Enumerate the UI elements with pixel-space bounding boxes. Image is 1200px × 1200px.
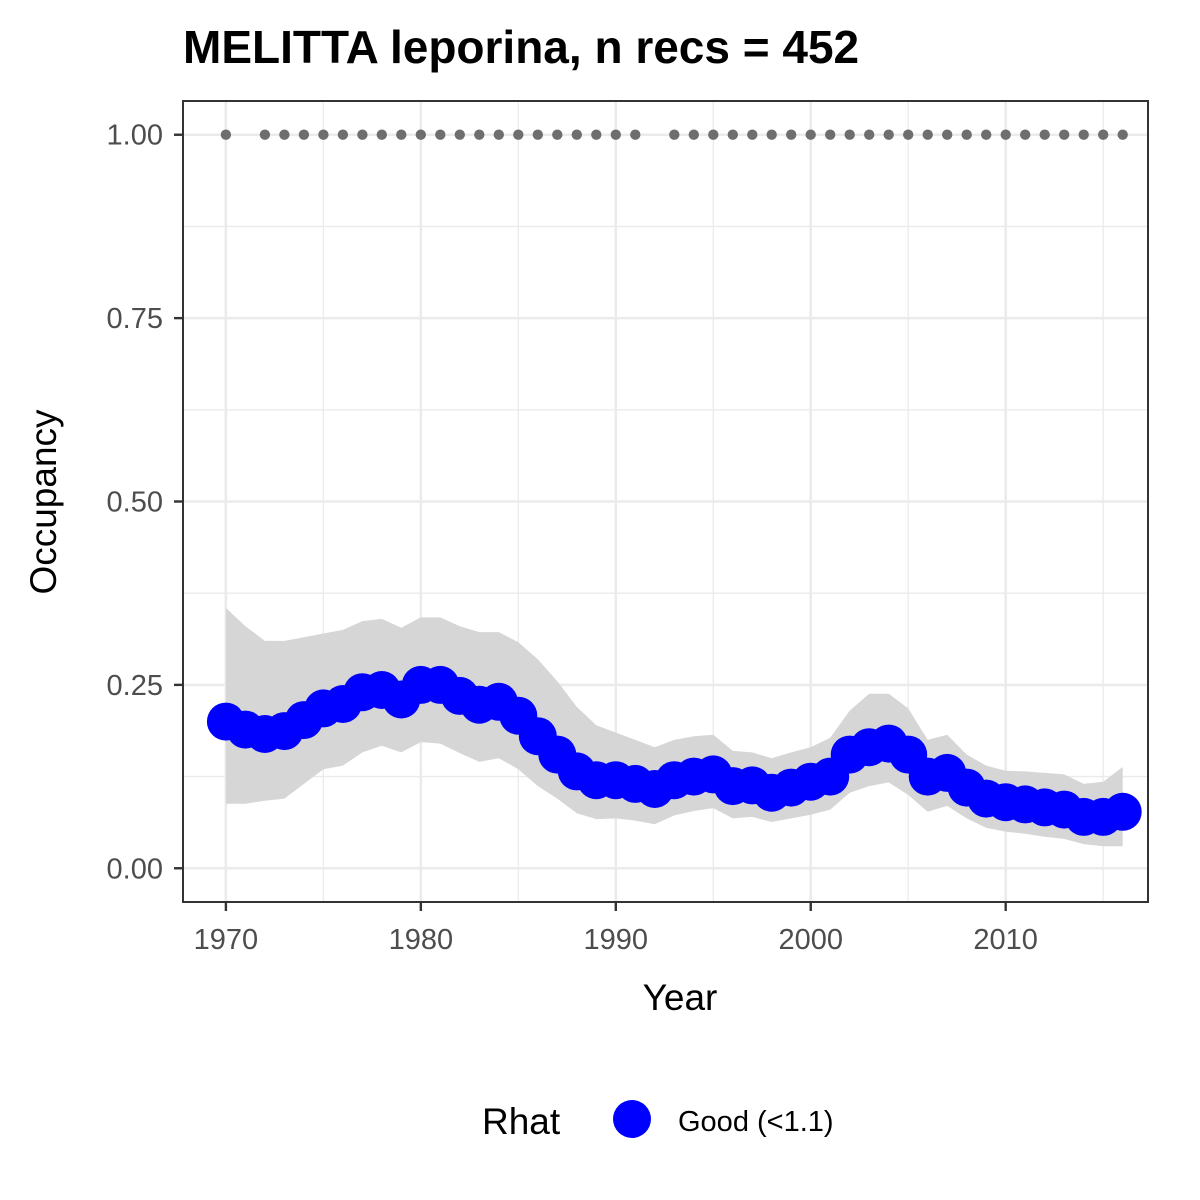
record-dot (630, 129, 641, 140)
record-dot (844, 129, 855, 140)
x-tick-label: 2000 (778, 924, 843, 956)
record-dot (532, 129, 543, 140)
x-tick-label: 2010 (973, 924, 1038, 956)
record-dot (669, 129, 680, 140)
record-dot (942, 129, 953, 140)
record-dot (1059, 129, 1070, 140)
record-dot (1078, 129, 1089, 140)
record-dot (727, 129, 738, 140)
x-axis-title: Year (643, 977, 718, 1018)
legend-label-good: Good (<1.1) (678, 1106, 834, 1138)
record-dot (474, 129, 485, 140)
x-tick-label: 1970 (194, 924, 259, 956)
record-dot (747, 129, 758, 140)
record-dot (493, 129, 504, 140)
record-dot (279, 129, 290, 140)
gridlines (183, 101, 1148, 902)
record-dot (883, 129, 894, 140)
credible-interval-ribbon (225, 607, 1123, 847)
y-tick-label: 0.25 (107, 670, 163, 702)
record-dot (415, 129, 426, 140)
record-dot (922, 129, 933, 140)
x-tick-label: 1980 (389, 924, 454, 956)
record-dot (1019, 129, 1031, 140)
record-dot (1117, 129, 1128, 140)
x-tick-label: 1990 (584, 924, 649, 956)
y-axis: 0.00 0.25 0.50 0.75 1.00 (107, 120, 183, 885)
record-dot (1000, 129, 1011, 140)
record-dot (825, 129, 836, 140)
record-dot (571, 129, 582, 140)
record-dot (766, 129, 777, 140)
ribbon-area (225, 607, 1123, 847)
x-axis: 1970 1980 1990 2000 2010 (194, 902, 1038, 956)
y-tick-label: 0.50 (107, 487, 163, 519)
chart-title: MELITTA leporina, n recs = 452 (183, 21, 859, 73)
record-dot (708, 129, 719, 140)
record-dot (591, 129, 602, 140)
record-dot (435, 129, 446, 140)
record-dot (513, 129, 524, 140)
record-dot (688, 129, 699, 140)
record-dot (298, 129, 310, 140)
y-tick-label: 1.00 (107, 120, 163, 152)
record-dot (396, 129, 407, 140)
record-dot (454, 129, 465, 140)
record-dot (864, 129, 875, 140)
record-dot (357, 129, 368, 140)
record-dot (961, 129, 972, 140)
legend-title: Rhat (482, 1101, 561, 1142)
record-dot (259, 129, 271, 140)
legend-key-good (613, 1100, 651, 1138)
record-year-dots (220, 129, 1128, 140)
record-dot (552, 129, 563, 140)
legend: Rhat Good (<1.1) (482, 1100, 834, 1142)
record-dot (1098, 129, 1109, 140)
record-dot (610, 129, 621, 140)
y-tick-label: 0.75 (107, 303, 163, 335)
y-tick-label: 0.00 (107, 853, 163, 885)
y-axis-title: Occupancy (23, 409, 64, 595)
record-dot (318, 129, 329, 140)
record-dot (220, 129, 232, 140)
record-dot (337, 129, 349, 140)
record-dot (903, 129, 914, 140)
record-dot (376, 129, 387, 140)
record-dot (786, 129, 797, 140)
record-dot (981, 129, 992, 140)
data-point (1103, 792, 1142, 831)
occupancy-series (206, 665, 1142, 836)
record-dot (805, 129, 816, 140)
record-dot (1039, 129, 1050, 140)
